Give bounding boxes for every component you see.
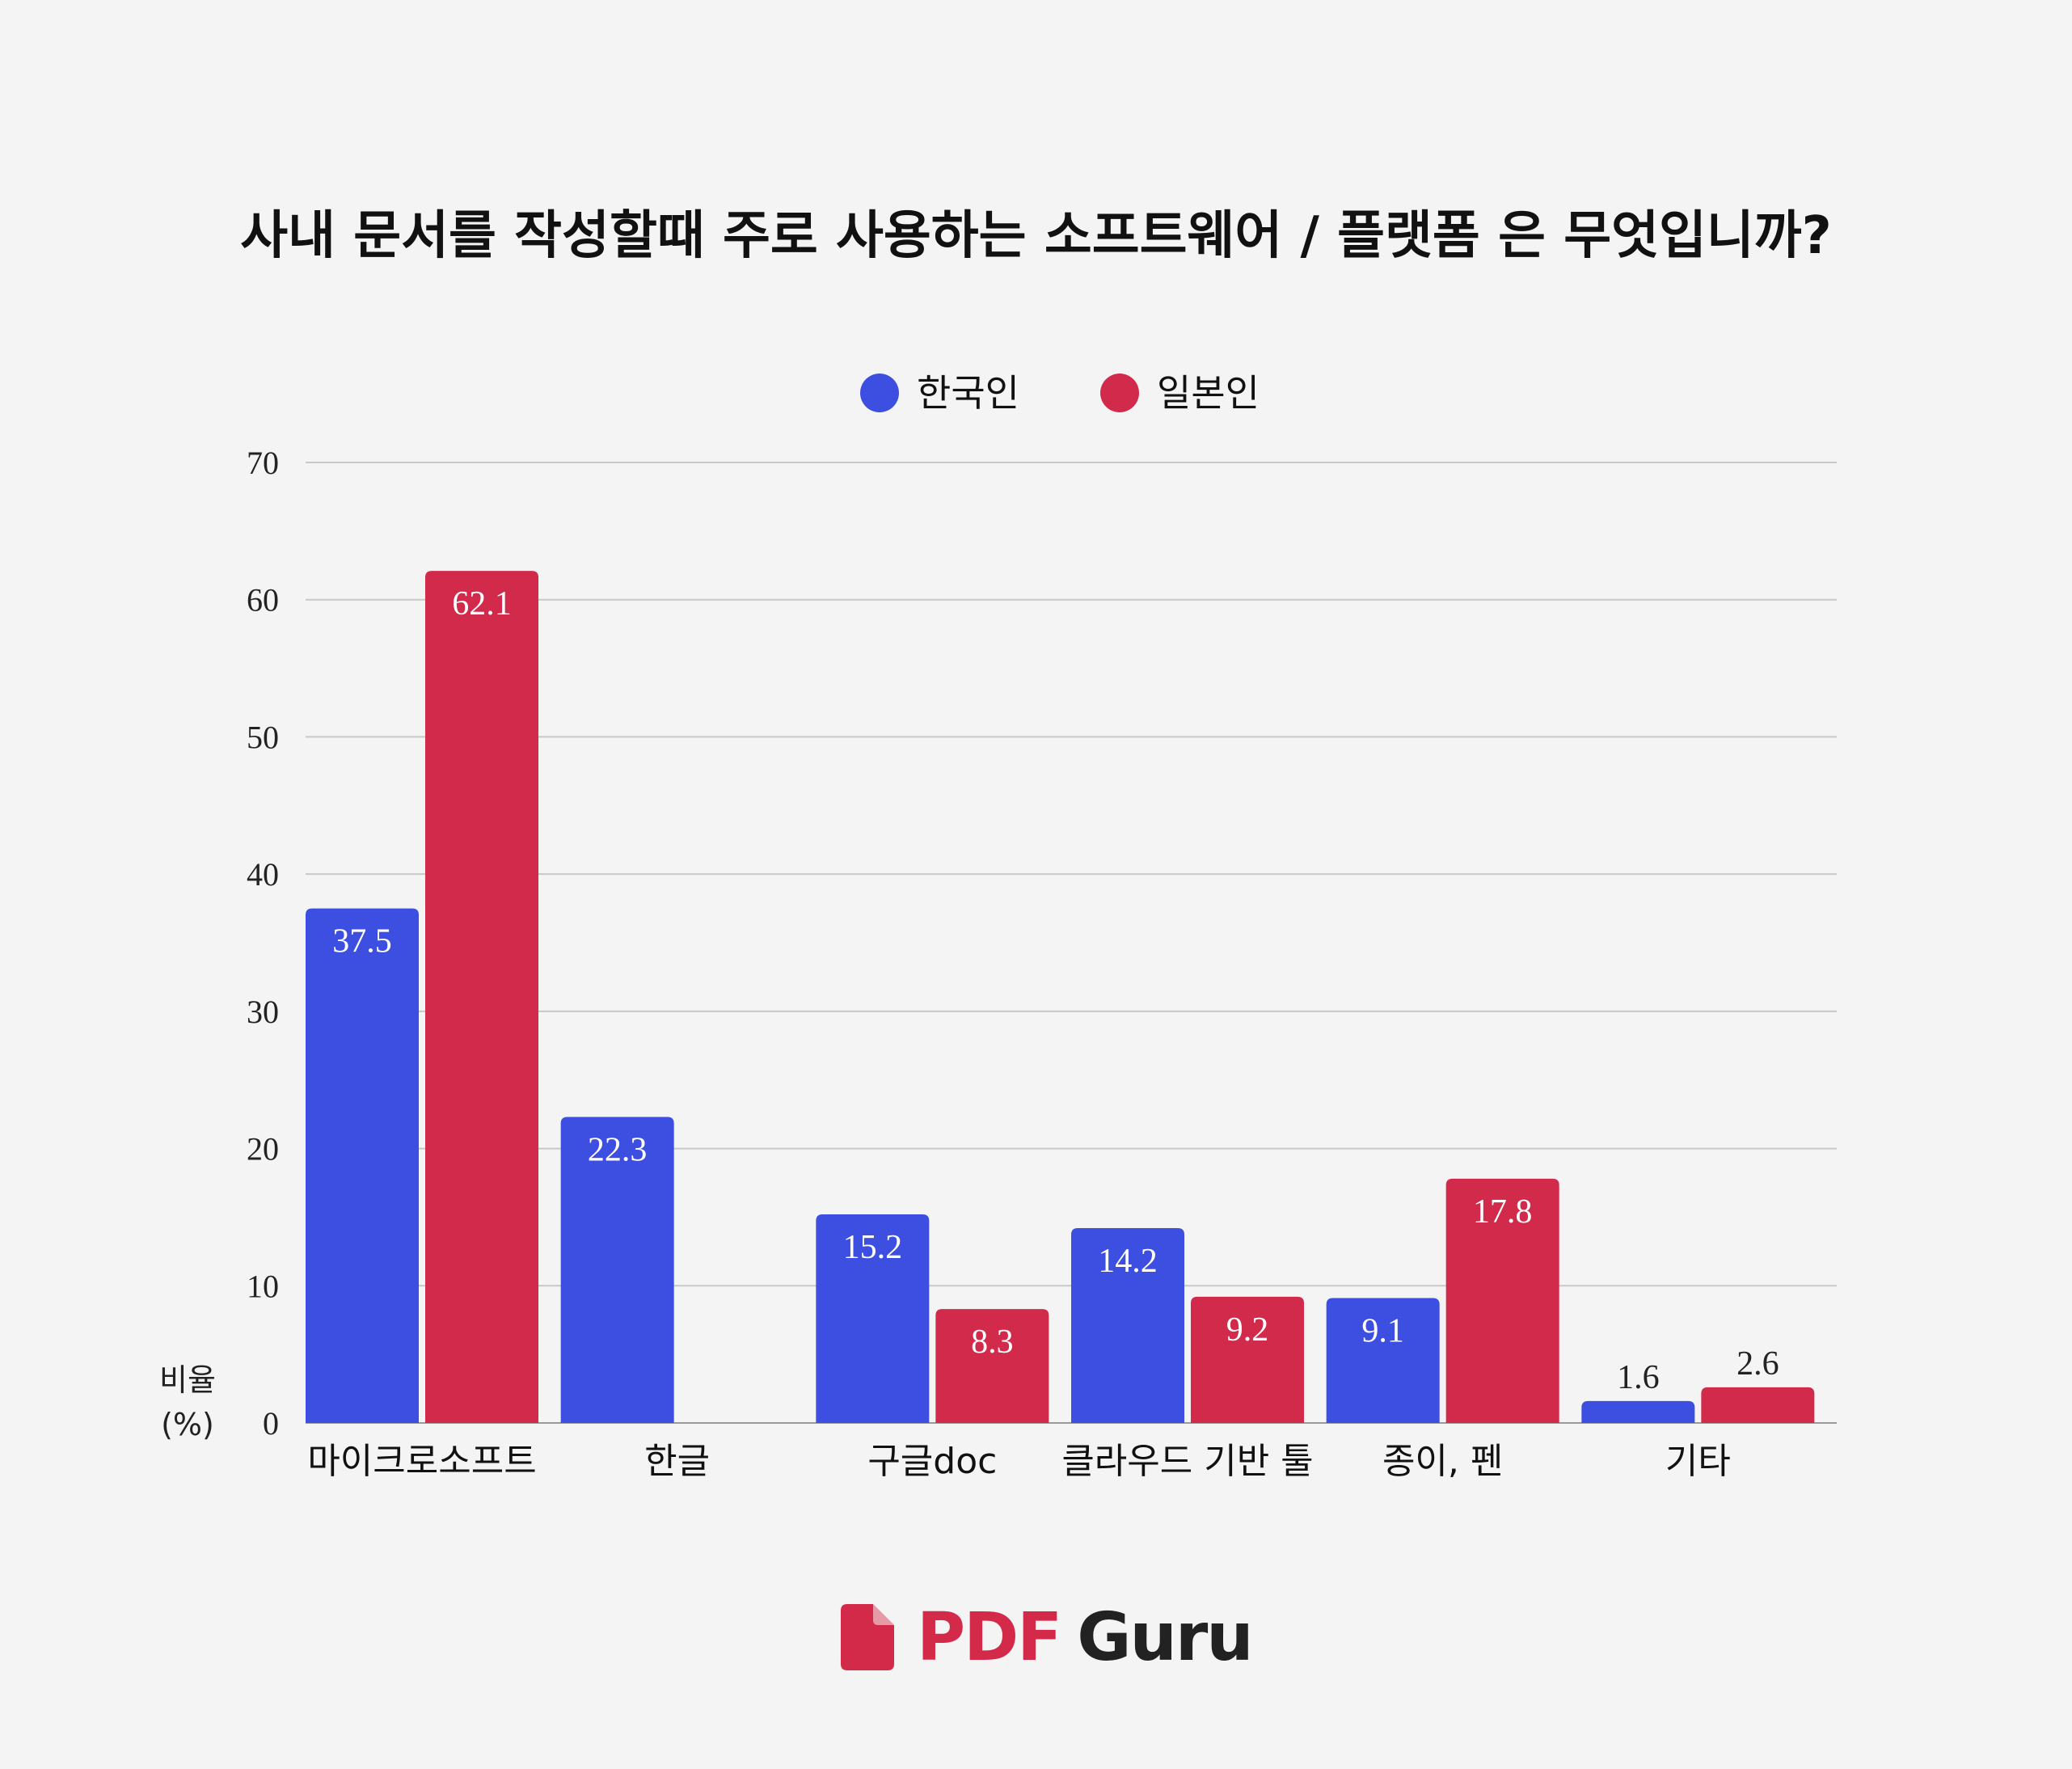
y-tick-label: 0 — [263, 1405, 279, 1442]
x-tick-label: 한글 — [644, 1441, 710, 1482]
data-label: 8.3 — [971, 1324, 1014, 1361]
legend-label: 일본인 — [1157, 371, 1260, 415]
y-tick-label: 70 — [247, 445, 279, 481]
bar-japanese — [935, 1309, 1049, 1423]
y-tick-label: 40 — [247, 856, 279, 893]
data-label: 9.1 — [1361, 1313, 1404, 1350]
data-label: 62.1 — [452, 585, 512, 623]
bar-korean — [1581, 1400, 1695, 1423]
brand-guru: Guru — [1077, 1598, 1253, 1676]
bar-korean — [816, 1214, 930, 1423]
data-label: 17.8 — [1473, 1193, 1533, 1231]
bar-japanese — [1445, 1178, 1559, 1423]
y-tick-label: 60 — [247, 582, 279, 619]
y-tick-label: 10 — [247, 1268, 279, 1304]
x-tick-label: 클라우드 기반 툴 — [1061, 1441, 1313, 1482]
bars — [306, 571, 1815, 1424]
data-label: 22.3 — [588, 1132, 648, 1169]
bar-korean — [560, 1117, 674, 1423]
labels: 0 10 20 30 40 50 60 70 비율 (%) 37.5 62.1 마이크로소프트 22.3 한… — [159, 445, 1779, 1482]
x-tick-label: 구글doc — [867, 1441, 997, 1482]
x-tick-label: 기타 — [1665, 1441, 1731, 1482]
y-tick-label: 30 — [247, 994, 279, 1030]
bar-japanese — [1191, 1296, 1304, 1423]
x-tick-label: 마이크로소프트 — [307, 1441, 536, 1482]
data-label: 2.6 — [1737, 1345, 1779, 1383]
brand-pdf: PDF — [917, 1598, 1062, 1676]
data-label: 37.5 — [332, 923, 392, 960]
bar-japanese — [1701, 1387, 1815, 1423]
data-label: 14.2 — [1098, 1243, 1158, 1280]
document-icon — [841, 1604, 894, 1670]
bar-korean — [1071, 1228, 1184, 1423]
legend-swatch — [1100, 374, 1139, 412]
legend-swatch — [860, 374, 899, 412]
data-label: 15.2 — [843, 1229, 903, 1266]
x-tick-label: 종이, 펜 — [1382, 1441, 1503, 1482]
data-label: 1.6 — [1617, 1359, 1660, 1396]
chart-title: 사내 문서를 작성할때 주로 사용하는 소프트웨어 / 플랫폼 은 무엇입니까? — [240, 206, 1832, 266]
bar-korean — [306, 908, 419, 1423]
legend-label: 한국인 — [917, 371, 1019, 415]
bar-japanese — [425, 571, 538, 1424]
data-label: 9.2 — [1226, 1311, 1269, 1349]
y-tick-label: 20 — [247, 1131, 279, 1167]
legend: 한국인 일본인 — [860, 371, 1260, 415]
y-axis-label: (%) — [161, 1407, 214, 1442]
y-axis-label: 비율 — [159, 1362, 216, 1398]
bar-korean — [1326, 1298, 1440, 1423]
brand-logo: PDF Guru — [841, 1597, 1254, 1678]
y-tick-label: 50 — [247, 719, 279, 755]
